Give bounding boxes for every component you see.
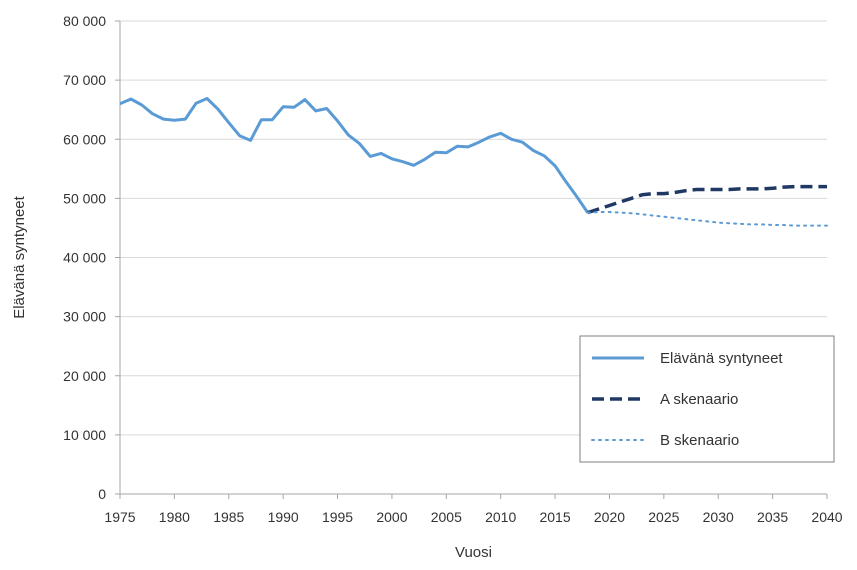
x-tick-label: 2015 — [539, 509, 570, 525]
grid-lines — [120, 20, 827, 436]
series-line-dashed — [587, 184, 827, 215]
x-tick-label: 2005 — [431, 509, 462, 525]
x-tick-label: 2040 — [811, 509, 842, 525]
legend-label: A skenaario — [660, 391, 738, 408]
x-tick-label: 1985 — [213, 509, 244, 525]
x-tick-label: 1980 — [159, 509, 190, 525]
axes: 0 10 000 20 000 30 000 40 000 50 000 60 000 70 … — [11, 13, 843, 561]
y-tick-label: 80 000 — [63, 13, 106, 29]
x-tick-label: 1975 — [104, 509, 135, 525]
y-tick-label: 0 — [98, 486, 106, 502]
x-axis-title: Vuosi — [455, 544, 492, 561]
y-axis-title: Elävänä syntyneet — [11, 195, 28, 318]
y-tick-label: 50 000 — [63, 190, 106, 206]
x-tick-label: 2000 — [376, 509, 407, 525]
legend: Elävänä syntyneet A skenaario B skenaario — [579, 335, 835, 463]
y-tick-label: 70 000 — [63, 72, 106, 88]
legend-label: B skenaario — [660, 432, 739, 449]
y-tick-label: 60 000 — [63, 131, 106, 147]
x-tick-label: 1995 — [322, 509, 353, 525]
series-line-dotted — [586, 211, 828, 227]
y-tick-label: 30 000 — [63, 309, 106, 325]
series-lines — [119, 97, 828, 227]
x-tick-label: 1990 — [268, 509, 299, 525]
legend-label: Elävänä syntyneet — [660, 350, 783, 367]
y-tick-label: 10 000 — [63, 427, 106, 443]
y-tick-label: 20 000 — [63, 368, 106, 384]
y-tick-label: 40 000 — [63, 250, 106, 266]
x-tick-label: 2025 — [648, 509, 679, 525]
x-tick-label: 2010 — [485, 509, 516, 525]
series-line-solid — [119, 97, 589, 214]
x-tick-label: 2030 — [703, 509, 734, 525]
x-tick-label: 2035 — [757, 509, 788, 525]
x-tick-label: 2020 — [594, 509, 625, 525]
